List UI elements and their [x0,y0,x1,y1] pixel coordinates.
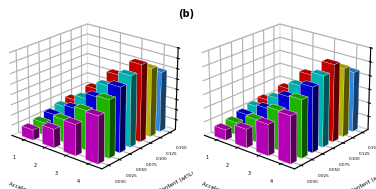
Text: (a): (a) [0,9,1,19]
Y-axis label: CNT Content (wt%): CNT Content (wt%) [146,171,195,189]
X-axis label: Acceleration (g): Acceleration (g) [8,181,51,189]
Y-axis label: CNT Content (wt%): CNT Content (wt%) [339,171,376,189]
X-axis label: Acceleration (g): Acceleration (g) [200,181,243,189]
Text: (b): (b) [178,9,194,19]
